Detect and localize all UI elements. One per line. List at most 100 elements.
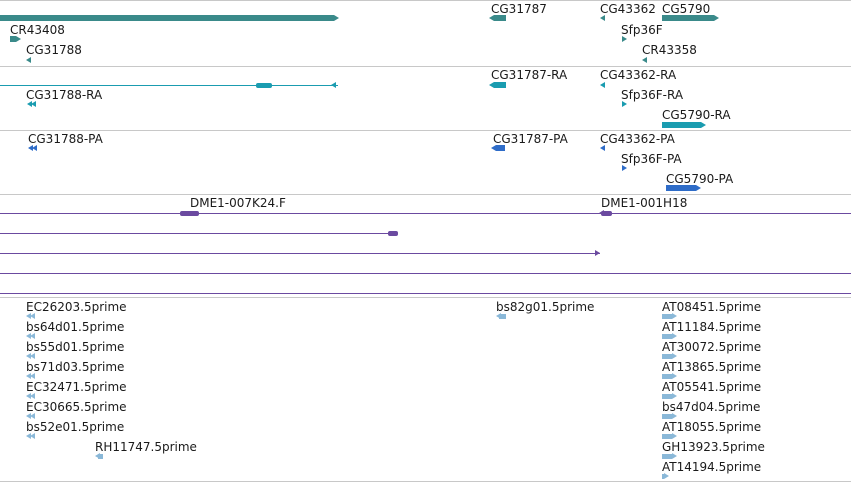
feature-bar — [494, 15, 506, 21]
direction-left-icon — [642, 57, 647, 63]
feature-label: EC32471.5prime — [26, 380, 127, 394]
feature-label: Sfp36F — [621, 23, 663, 37]
feature-label: CG31787-RA — [491, 68, 568, 82]
feature-block — [388, 231, 398, 236]
feature-bar — [662, 122, 701, 128]
direction-left-icon — [95, 453, 100, 459]
feature-label: EC30665.5prime — [26, 400, 127, 414]
direction-left-icon — [600, 145, 605, 151]
feature-label: bs55d01.5prime — [26, 340, 125, 354]
direction-left-icon — [26, 353, 31, 359]
direction-right-icon — [714, 15, 719, 21]
track-separator — [0, 194, 851, 195]
feature-bar — [662, 314, 672, 319]
direction-left-icon — [26, 393, 31, 399]
feature-bar — [662, 454, 672, 459]
feature-bar — [662, 374, 672, 379]
direction-left-icon — [331, 82, 336, 88]
feature-label: CG31787 — [491, 2, 547, 16]
feature-label: CG31788-RA — [26, 88, 103, 102]
direction-left-icon — [30, 373, 35, 379]
feature-label: bs82g01.5prime — [496, 300, 595, 314]
feature-label: bs71d03.5prime — [26, 360, 125, 374]
direction-left-icon — [496, 313, 501, 319]
direction-right-icon — [334, 15, 339, 21]
direction-left-icon — [600, 15, 605, 21]
direction-right-icon — [672, 313, 677, 319]
feature-label: CR43358 — [642, 43, 697, 57]
direction-right-icon — [672, 433, 677, 439]
feature-line — [0, 85, 338, 86]
feature-label: AT05541.5prime — [662, 380, 762, 394]
direction-left-icon — [489, 82, 494, 88]
feature-bar — [496, 145, 505, 151]
direction-left-icon — [32, 145, 37, 151]
feature-block — [180, 211, 199, 216]
direction-left-icon — [30, 393, 35, 399]
direction-left-icon — [600, 82, 605, 88]
direction-left-icon — [26, 373, 31, 379]
feature-bar — [662, 394, 672, 399]
feature-label: CG5790 — [662, 2, 711, 16]
feature-label: AT11184.5prime — [662, 320, 762, 334]
feature-label: CG43362-RA — [600, 68, 677, 82]
track-separator — [0, 297, 851, 298]
feature-label: Sfp36F-RA — [621, 88, 684, 102]
direction-left-icon — [26, 57, 31, 63]
feature-label: EC26203.5prime — [26, 300, 127, 314]
feature-bar — [10, 36, 16, 42]
feature-bar — [0, 15, 334, 21]
direction-left-icon — [491, 145, 496, 151]
direction-left-icon — [31, 101, 36, 107]
feature-label: bs47d04.5prime — [662, 400, 761, 414]
feature-label: CG31787-PA — [493, 132, 568, 146]
feature-label: Sfp36F-PA — [621, 152, 682, 166]
feature-bar — [662, 474, 664, 479]
feature-label: AT30072.5prime — [662, 340, 762, 354]
direction-left-icon — [30, 413, 35, 419]
feature-bar — [662, 15, 714, 21]
feature-bar — [662, 434, 672, 439]
track-separator — [0, 66, 851, 67]
feature-bar — [662, 334, 672, 339]
direction-right-icon — [696, 185, 701, 191]
feature-label: CG5790-RA — [662, 108, 731, 122]
feature-label: CG5790-PA — [666, 172, 734, 186]
feature-label: CG43362 — [600, 2, 656, 16]
feature-bar — [499, 314, 506, 319]
direction-left-icon — [30, 353, 35, 359]
direction-right-icon — [672, 353, 677, 359]
direction-right-icon — [622, 36, 627, 42]
feature-bar — [662, 354, 672, 359]
feature-bar — [666, 185, 696, 191]
feature-label: GH13923.5prime — [662, 440, 765, 454]
feature-label: CG31788 — [26, 43, 82, 57]
feature-line — [0, 293, 851, 294]
feature-block — [601, 211, 612, 216]
direction-left-icon — [26, 333, 31, 339]
feature-line — [600, 213, 851, 214]
direction-right-icon — [672, 413, 677, 419]
feature-label: bs52e01.5prime — [26, 420, 125, 434]
feature-label: AT08451.5prime — [662, 300, 762, 314]
feature-bar — [98, 454, 103, 459]
track-separator — [0, 130, 851, 131]
feature-label: CG31788-PA — [28, 132, 103, 146]
feature-label: RH11747.5prime — [95, 440, 197, 454]
feature-label: bs64d01.5prime — [26, 320, 125, 334]
track-separator — [0, 0, 851, 1]
direction-left-icon — [27, 101, 32, 107]
feature-label: DME1-007K24.F — [190, 196, 286, 210]
direction-left-icon — [30, 433, 35, 439]
feature-line — [0, 233, 398, 234]
feature-line — [0, 253, 600, 254]
direction-left-icon — [28, 145, 33, 151]
direction-right-icon — [672, 373, 677, 379]
feature-label: DME1-001H18 — [601, 196, 688, 210]
